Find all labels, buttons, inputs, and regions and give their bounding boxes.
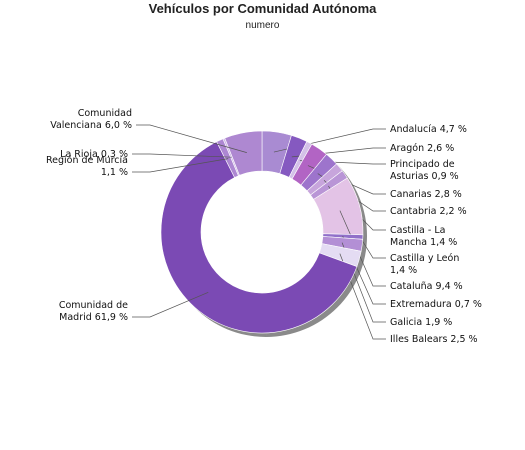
slice-label: Principado de Asturias 0,9 % [390, 159, 459, 182]
slice-label: Illes Balears 2,5 % [390, 334, 478, 345]
chart-title: Vehículos por Comunidad Autónoma [148, 1, 377, 16]
slice-label: Comunidad de Madrid 61,9 % [59, 300, 128, 323]
slice-label: La Rioja 0,3 % [60, 149, 128, 160]
slice-label: Comunidad Valenciana 6,0 % [50, 108, 132, 131]
slice-label: Castilla y León 1,4 % [390, 253, 459, 276]
slice-label: Cantabria 2,2 % [390, 206, 467, 217]
slice-label: Cataluña 9,4 % [390, 281, 463, 292]
slice-label: Andalucía 4,7 % [390, 124, 467, 135]
slice-label: Galicia 1,9 % [390, 317, 452, 328]
slice-label: Extremadura 0,7 % [390, 299, 482, 310]
slice-label: Castilla - La Mancha 1,4 % [390, 225, 457, 248]
slice-label: Aragón 2,6 % [390, 143, 454, 154]
donut-hole [201, 171, 323, 293]
leader-line [132, 292, 209, 318]
leader-line [132, 153, 232, 158]
slice-label: Canarias 2,8 % [390, 189, 462, 200]
leader-line [339, 253, 386, 340]
slice-label: Región de Murcia 1,1 % [46, 155, 128, 178]
leader-line [136, 124, 247, 153]
leader-line [132, 158, 229, 173]
chart-subtitle: numero [245, 20, 280, 31]
